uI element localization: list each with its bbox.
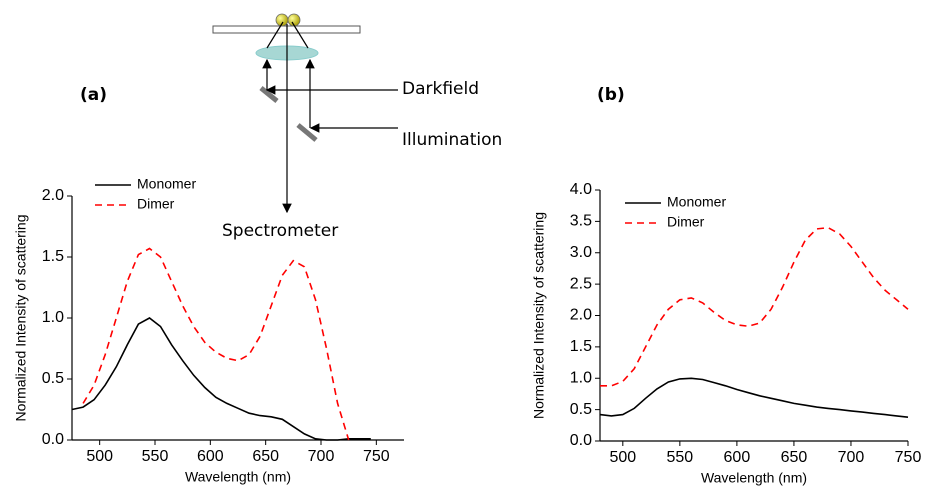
y-tick-label: 2.0: [42, 187, 64, 204]
y-tick-label: 4.0: [570, 181, 592, 198]
x-tick-label: 500: [86, 448, 113, 465]
diagram-label: Illumination: [402, 130, 502, 150]
x-tick-label: 650: [252, 448, 279, 465]
x-tick-label: 700: [308, 448, 335, 465]
ray: [291, 21, 309, 49]
x-tick-label: 750: [363, 448, 390, 465]
y-tick-label: 0.5: [570, 401, 592, 418]
series-line: [599, 377, 909, 418]
legend-label: Monomer: [667, 194, 726, 210]
x-tick-label: 700: [838, 449, 865, 466]
legend-label: Monomer: [137, 176, 196, 192]
panel-label: (a): [80, 85, 107, 105]
x-tick-label: 650: [781, 449, 808, 466]
x-tick-label: 550: [667, 449, 694, 466]
y-axis-label: Normalized Intensity of scattering: [531, 212, 547, 419]
x-axis-label: Wavelength (nm): [701, 470, 807, 486]
series-line: [82, 247, 350, 441]
y-tick-label: 1.5: [570, 338, 592, 355]
x-tick-label: 550: [142, 448, 169, 465]
y-tick-label: 0.0: [42, 431, 64, 448]
x-tick-label: 600: [197, 448, 224, 465]
y-tick-label: 1.0: [570, 369, 592, 386]
diagram-label: Spectrometer: [222, 221, 338, 241]
y-tick-label: 2.0: [570, 307, 592, 324]
x-tick-label: 750: [895, 449, 922, 466]
y-tick-label: 3.5: [570, 213, 592, 230]
y-axis-label: Normalized Intensity of scattering: [13, 215, 29, 422]
legend-label: Dimer: [137, 196, 175, 212]
y-tick-label: 2.5: [570, 275, 592, 292]
x-axis-label: Wavelength (nm): [185, 469, 291, 485]
y-tick-label: 1.0: [42, 309, 64, 326]
series-line: [600, 226, 909, 387]
ray: [266, 21, 284, 49]
legend-label: Dimer: [667, 214, 705, 230]
y-tick-label: 0.0: [570, 432, 592, 449]
panel-label: (b): [597, 85, 625, 105]
series-line: [71, 317, 371, 441]
y-tick-label: 1.5: [42, 248, 64, 265]
y-tick-label: 3.0: [570, 244, 592, 261]
x-tick-label: 500: [609, 449, 636, 466]
mirror: [296, 123, 318, 142]
diagram-label: Darkfield: [402, 79, 479, 99]
y-tick-label: 0.5: [42, 370, 64, 387]
setup-diagram: Darkfield Illumination Spectrometer: [212, 13, 502, 241]
x-tick-label: 600: [724, 449, 751, 466]
